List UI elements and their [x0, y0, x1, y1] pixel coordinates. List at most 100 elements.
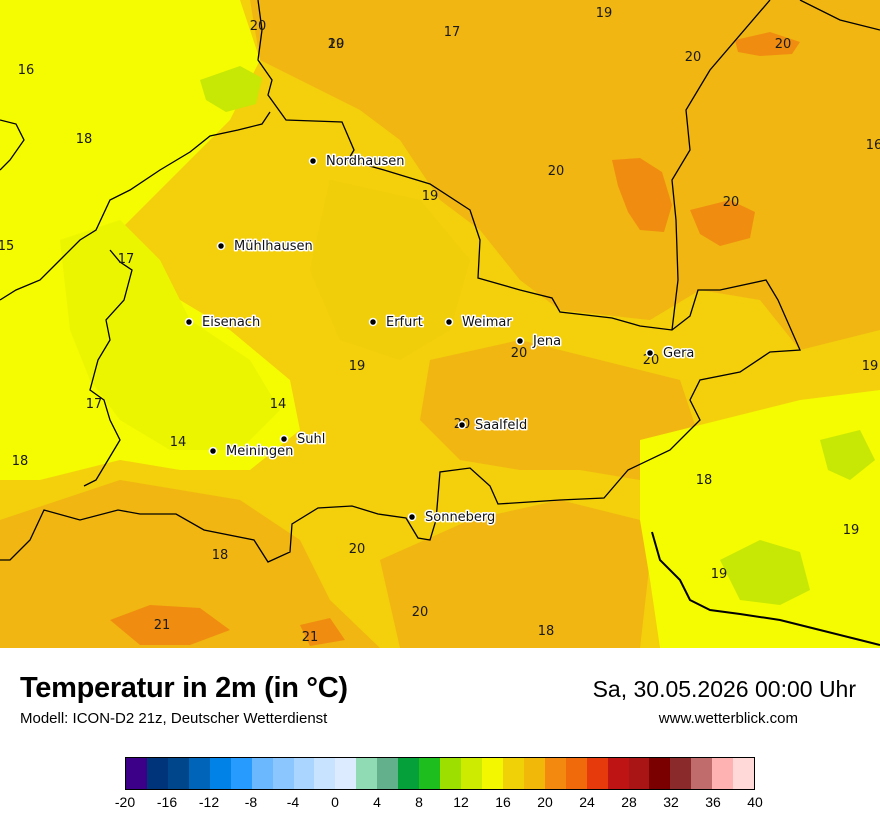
temperature-field	[0, 0, 880, 648]
legend-color-cell	[544, 758, 566, 789]
field-warm-southeast	[380, 500, 650, 648]
legend-color-cell	[356, 758, 378, 789]
legend-tick-label: 0	[331, 794, 339, 810]
temperature-label: 15	[0, 239, 14, 254]
legend-color-cell	[398, 758, 420, 789]
field-hot-ne	[735, 32, 800, 56]
city-label: Suhl	[297, 432, 325, 447]
legend-color-cell	[146, 758, 168, 789]
temperature-label: 20	[643, 353, 660, 368]
legend-tick-label: 40	[747, 794, 763, 810]
legend-color-cell	[586, 758, 608, 789]
temperature-label: 19	[422, 189, 439, 204]
legend-tick-label: -20	[114, 794, 136, 810]
footer: Temperatur in 2m (in °C) Modell: ICON-D2…	[0, 648, 880, 830]
temperature-label: 16	[18, 63, 35, 78]
field-hot-sw	[110, 605, 230, 645]
temperature-label: 20	[548, 164, 565, 179]
city-label: Saalfeld	[475, 418, 527, 433]
legend-color-cell	[607, 758, 629, 789]
legend-color-cell	[670, 758, 692, 789]
temperature-label: 19	[862, 359, 879, 374]
city-dot	[368, 317, 378, 327]
temperature-label: 14	[170, 435, 187, 450]
legend-tick-label: -12	[198, 794, 220, 810]
legend-color-cell	[314, 758, 336, 789]
temperature-label: 20	[250, 19, 267, 34]
temperature-label: 17	[86, 397, 103, 412]
city-dot	[184, 317, 194, 327]
temperature-label: 21	[302, 630, 319, 645]
city-dot	[279, 434, 289, 444]
model-info: Modell: ICON-D2 21z, Deutscher Wetterdie…	[20, 710, 328, 727]
temperature-label: 19	[711, 567, 728, 582]
city-sonneberg: Sonneberg	[407, 509, 497, 527]
city-eisenach: Eisenach	[184, 314, 262, 332]
city-label: Gera	[663, 346, 694, 361]
city-dot	[444, 317, 454, 327]
city-mühlhausen: Mühlhausen	[216, 238, 314, 256]
legend-tick-label: 16	[495, 794, 511, 810]
city-dot	[515, 336, 525, 346]
temperature-label: 20	[685, 50, 702, 65]
legend-color-cell	[167, 758, 189, 789]
legend-color-cell	[523, 758, 545, 789]
city-erfurt: Erfurt	[368, 314, 424, 332]
field-cool-southeast	[640, 390, 880, 648]
city-weimar: Weimar	[444, 314, 514, 332]
legend-color-cell	[377, 758, 399, 789]
city-dot	[457, 420, 467, 430]
temperature-label: 18	[696, 473, 713, 488]
legend-tick-label: 32	[663, 794, 679, 810]
legend-color-cell	[419, 758, 441, 789]
legend-tick-label: -16	[156, 794, 178, 810]
legend-tick-label: 36	[705, 794, 721, 810]
city-label: Sonneberg	[425, 510, 495, 525]
border-ne	[799, 0, 880, 31]
field-hot-gera-north	[612, 158, 672, 232]
field-hot-east	[690, 200, 755, 246]
temperature-label: 20	[412, 605, 429, 620]
legend-color-cell	[649, 758, 671, 789]
legend-color-cell	[230, 758, 252, 789]
temperature-label: 18	[212, 548, 229, 563]
city-label: Weimar	[462, 315, 512, 330]
border-west	[0, 111, 271, 301]
temperature-label: 19	[349, 359, 366, 374]
temperature-label: 16	[866, 138, 880, 153]
temperature-label: 18	[76, 132, 93, 147]
field-warm-south	[0, 480, 380, 648]
legend-color-cell	[188, 758, 210, 789]
field-warm-north	[250, 0, 880, 350]
legend-tick-label: -4	[286, 794, 300, 810]
website-link[interactable]: www.wetterblick.com	[658, 710, 798, 727]
legend-color-cell	[502, 758, 524, 789]
legend-color-cell	[691, 758, 713, 789]
legend-color-cell	[126, 758, 147, 789]
legend-tick-label: 28	[621, 794, 637, 810]
forecast-datetime: Sa, 30.05.2026 00:00 Uhr	[592, 676, 856, 702]
temperature-label: 19	[596, 6, 613, 21]
field-cool-se-green2	[820, 430, 875, 480]
city-jena: Jena	[515, 333, 563, 351]
field-band-mid	[310, 180, 470, 360]
city-label: Eisenach	[202, 315, 260, 330]
legend-color-cell	[293, 758, 315, 789]
color-legend-ticks: -20 -16 -12 -8 -4 0 4 8 12 16 20 24 28 32 36 40	[115, 794, 763, 814]
temperature-map: 20 17 19 20 20 16 18 16 20 19 20 15 17 18 19 20 20 19 17 14…	[0, 0, 880, 648]
city-label: Mühlhausen	[234, 239, 313, 254]
field-cool-middle	[60, 220, 280, 450]
legend-tick-label: 8	[415, 794, 423, 810]
legend-color-cell	[628, 758, 650, 789]
temperature-label: 20	[349, 542, 366, 557]
legend-tick-label: 12	[453, 794, 469, 810]
border-westedge	[0, 119, 25, 171]
city-dot	[208, 446, 218, 456]
legend-color-cell	[712, 758, 734, 789]
city-label: Nordhausen	[326, 154, 405, 169]
legend-color-cell	[335, 758, 357, 789]
city-suhl: Suhl	[279, 431, 327, 449]
city-markers: Nordhausen Mühlhausen Eisenach Erfurt Weimar…	[184, 153, 696, 527]
legend-color-cell	[733, 758, 755, 789]
temperature-label: 21	[154, 618, 171, 633]
